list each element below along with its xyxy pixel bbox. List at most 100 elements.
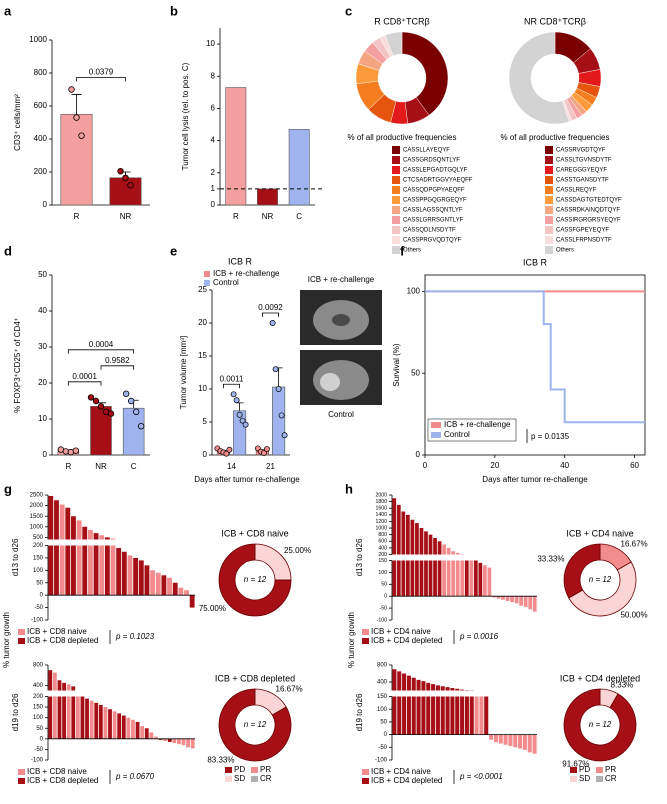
chart-title: ICB + CD4 depleted — [560, 673, 640, 683]
bar — [392, 669, 397, 735]
bar — [421, 681, 426, 735]
y-tick-label: -100 — [377, 617, 387, 623]
legend-swatch — [545, 186, 553, 194]
bar — [94, 702, 99, 739]
bar — [478, 562, 483, 597]
donut-segment — [218, 688, 292, 762]
data-point — [122, 174, 129, 181]
bar — [103, 707, 108, 739]
bar — [144, 565, 150, 596]
data-point — [269, 320, 276, 326]
legend-swatch — [18, 638, 25, 644]
y-tick-label: 0 — [40, 593, 44, 599]
y-tick-label: 100 — [33, 715, 44, 721]
data-point — [92, 397, 100, 405]
center-label: n = 12 — [244, 720, 267, 729]
legend-swatch — [362, 629, 369, 635]
y-tick-label: 10 — [38, 414, 47, 423]
x-tick-label: C — [131, 462, 137, 471]
y-tick-label: 0 — [384, 732, 388, 738]
legend-swatch — [545, 146, 553, 154]
y-tick-label: 600 — [34, 101, 48, 110]
bar — [489, 734, 494, 740]
bar — [121, 715, 126, 739]
center-label: n = 12 — [244, 575, 267, 584]
y-tick-label: 40 — [38, 306, 47, 315]
bar — [131, 719, 135, 739]
legend-label: ICB + CD4 depleted — [371, 636, 442, 645]
y-tick-label: 800 — [33, 663, 44, 669]
panel-letter: g — [4, 481, 12, 496]
y-tick-label: 50 — [381, 582, 387, 588]
bar — [410, 519, 415, 597]
data-point — [275, 386, 282, 392]
bar — [483, 565, 487, 597]
bar — [508, 734, 513, 747]
chart-title: ICB + CD8 naive — [221, 528, 288, 538]
y-tick-label: 2000 — [30, 503, 44, 509]
bar — [85, 698, 89, 739]
bar — [80, 690, 85, 739]
bar — [257, 188, 278, 206]
subtitle: % of all productive frequencies — [348, 133, 457, 142]
bar — [435, 685, 440, 735]
y-tick-label: 0 — [43, 450, 48, 459]
bar — [392, 498, 397, 597]
survival-line — [425, 290, 645, 424]
bar — [522, 734, 527, 750]
y-tick-label: -50 — [378, 745, 387, 751]
y-axis-label: d19 to d26 — [11, 693, 20, 731]
bar — [411, 677, 416, 735]
bar — [82, 526, 88, 596]
bar — [65, 507, 71, 596]
y-tick-label: 0 — [211, 200, 216, 209]
bar — [513, 734, 518, 748]
y-tick-label: 150 — [378, 558, 387, 564]
bracket — [222, 383, 241, 389]
legend-label: ICB + CD8 depleted — [27, 636, 98, 645]
data-point — [226, 446, 233, 453]
legend-label: Control — [444, 430, 470, 439]
value-label: 16.67% — [621, 540, 648, 549]
value-label: 50.00% — [620, 611, 647, 620]
bar — [48, 496, 54, 596]
value-label: 25.00% — [284, 546, 311, 555]
legend-swatch — [545, 206, 553, 214]
y-tick-label: 200 — [378, 552, 387, 558]
bar — [110, 538, 116, 596]
legend-swatch — [545, 246, 553, 254]
y-tick-label: 100 — [33, 568, 44, 574]
bar — [402, 673, 407, 735]
bracket-label: 0.0379 — [89, 68, 114, 77]
y-tick-label: 15 — [198, 351, 207, 360]
y-tick-label: 600 — [378, 539, 387, 545]
chart-title: R CD8⁺TCRβ — [374, 16, 429, 26]
bar — [505, 596, 510, 601]
data-point — [127, 397, 135, 405]
bar — [122, 407, 145, 456]
legend-swatch — [392, 206, 400, 214]
y-tick-label: 400 — [33, 683, 44, 689]
value-label: 83.33% — [207, 756, 234, 765]
data-point — [263, 446, 270, 453]
bar — [150, 570, 156, 596]
y-axis-label: CD3⁺ cells/mm² — [13, 94, 22, 151]
bar — [445, 687, 450, 735]
legend-swatch — [204, 280, 210, 286]
y-tick-label: 100 — [378, 570, 387, 576]
data-point — [78, 132, 85, 139]
bar — [133, 557, 139, 596]
data-point — [260, 450, 267, 456]
y-tick-label: -50 — [34, 605, 43, 611]
legend-swatch — [392, 226, 400, 234]
legend-swatch — [570, 776, 577, 782]
x-tick-label: 40 — [560, 461, 569, 470]
bar — [109, 177, 142, 206]
legend-label: Control — [213, 278, 239, 287]
donut-segment — [218, 543, 292, 617]
y-tick-label: -100 — [375, 758, 388, 764]
bar — [121, 551, 127, 596]
x-tick-label: R — [233, 212, 239, 221]
y-tick-label: 1500 — [30, 514, 44, 520]
bar — [406, 675, 411, 735]
